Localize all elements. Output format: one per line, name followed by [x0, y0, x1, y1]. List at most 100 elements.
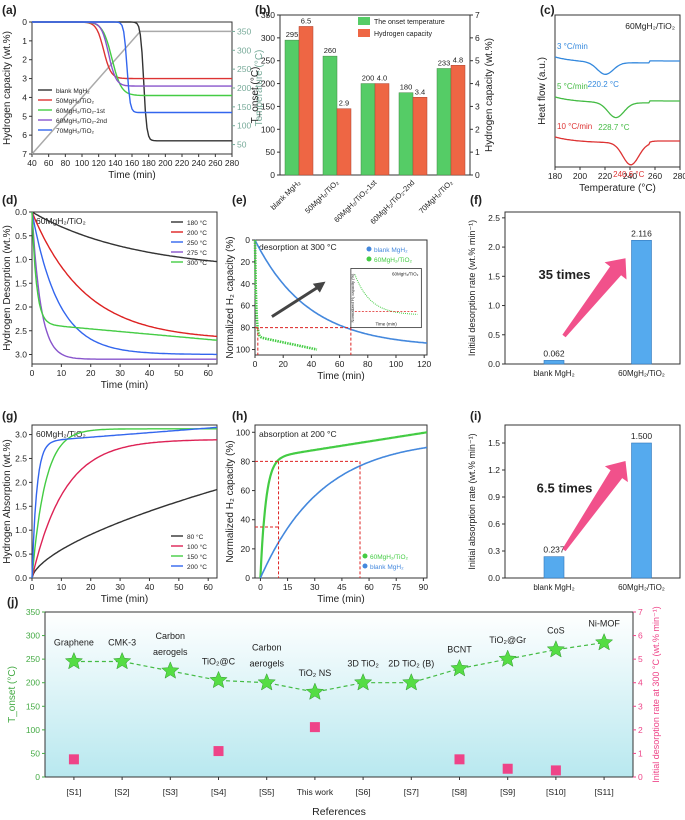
panel-e-ytick-label: 40	[241, 279, 251, 289]
panel-b-y2label: Hydrogen capacity (wt.%)	[484, 38, 495, 152]
panel-j-category-label: [S10]	[546, 787, 566, 797]
panel-j-material-label: aerogels	[249, 659, 284, 669]
panel-e-xtick-label: 40	[307, 359, 317, 369]
panel-b-legend-swatch	[358, 17, 370, 25]
panel-d-xlabel: Time (min)	[101, 380, 148, 391]
panel-j-star-marker	[546, 640, 566, 658]
panel-e-ytick-label: 0	[245, 235, 250, 245]
panel-j-category-label: [S5]	[259, 787, 274, 797]
panel-j-material-label: 2D TiO₂ (B)	[388, 659, 434, 669]
panel-a-y2tick-label: 250	[237, 64, 251, 74]
panel-j-ytick-label: 100	[26, 725, 40, 735]
panel-f-bar	[543, 360, 565, 365]
panel-label: (a)	[2, 3, 17, 17]
panel-b-ytick-label: 50	[266, 147, 276, 157]
panel-a-ytick-label: 1	[22, 36, 27, 46]
panel-e-inset-xlabel: Time (min)	[375, 322, 397, 327]
panel-e-frame	[254, 239, 428, 356]
panel-j-star-marker	[402, 673, 421, 691]
panel-a-xtick-label: 240	[192, 158, 206, 168]
panel-h-xtick-label: 75	[391, 582, 401, 592]
panel-b-bar-onset	[360, 83, 376, 176]
panel-a-xtick-label: 180	[142, 158, 156, 168]
panel-a-xtick-label: 280	[225, 158, 239, 168]
panel-a-y2tick-label: 150	[237, 102, 251, 112]
panel-a-series-line	[32, 21, 232, 80]
panel-f-category-label: 60MgH₂/TiO₂	[618, 369, 665, 378]
panel-d-ytick-label: 2.0	[15, 302, 27, 312]
panel-f-arrow	[562, 258, 627, 338]
panel-b-bar-label: 6.5	[301, 16, 311, 25]
panel-e-legend-label: blank MgH₂	[374, 247, 408, 254]
panel-j-ytick-label: 0	[35, 772, 40, 782]
panel-label: (j)	[7, 595, 18, 609]
panel-h-legend-label: 60MgH₂/TiO₂	[370, 554, 409, 561]
panel-b-bar-label: 2.9	[339, 99, 349, 108]
panel-i-ytick-label: 1.2	[488, 465, 500, 475]
panel-h-ytick-label: 60	[241, 486, 251, 496]
panel-j-category-label: [S11]	[594, 787, 613, 797]
panel-e-arrow-head	[312, 281, 326, 293]
panel-h-series-line	[259, 431, 428, 579]
panel-h-xlabel: Time (min)	[317, 594, 364, 605]
panel-c-xtick-label: 200	[573, 171, 587, 181]
panel-c-rate-label: 10 °C/min	[557, 122, 592, 131]
panel-e-inset-line	[354, 274, 418, 315]
panel-e-ytick-label: 20	[241, 257, 251, 267]
panel-i-ytick-label: 0.6	[488, 519, 500, 529]
panel-c-rate-label: 5 °C/min	[557, 82, 588, 91]
panel-j-y2tick-label: 1	[638, 748, 643, 758]
panel-e-ytick-label: 80	[241, 323, 251, 333]
panel-j-star-marker	[450, 658, 469, 677]
panel-h-legend-marker	[362, 553, 368, 559]
panel-d-series-line	[31, 211, 218, 263]
panel-j-material-label: BCNT	[447, 645, 472, 655]
panel-d-frame	[31, 211, 218, 365]
panel-h-legend-label: blank MgH₂	[370, 564, 404, 571]
panel-e-series-line	[254, 239, 428, 344]
panel-g-series-line	[31, 488, 218, 579]
panel-i-category-label: 60MgH₂/TiO₂	[618, 583, 665, 592]
panel-j-material-label: TiO₂@C	[202, 656, 236, 666]
panel-b-ytick-label: 150	[261, 101, 275, 111]
panel-f-ylabel: Initial desorption rate (wt.% min⁻¹)	[467, 220, 477, 356]
panel-g-series-line	[31, 426, 218, 579]
panel-d-series-line	[31, 211, 217, 360]
panel-d-xtick-label: 60	[203, 368, 213, 378]
panel-a-xtick-label: 60	[44, 158, 54, 168]
panel-j-star-marker	[594, 632, 614, 651]
panel-a-xtick-label: 140	[108, 158, 122, 168]
panel-label: (i)	[470, 409, 481, 423]
panel-a-xtick-label: 80	[61, 158, 71, 168]
panel-b-legend-label: The onset temperature	[374, 19, 445, 26]
panel-i-annotation: 6.5 times	[537, 480, 593, 495]
panel-label: (e)	[232, 193, 247, 207]
panel-b-y2tick-label: 3	[475, 101, 480, 111]
panel-e-xtick-label: 120	[417, 359, 431, 369]
panel-b-bar-onset	[322, 55, 338, 176]
panel-h-xtick-label: 0	[258, 582, 263, 592]
panel-b-y2tick-label: 5	[475, 56, 480, 66]
panel-j-material-label: Graphene	[54, 638, 94, 648]
panel-h-title: absorption at 200 °C	[259, 429, 337, 439]
panel-j-rate-marker	[550, 765, 561, 776]
panel-j-star-marker	[209, 670, 228, 689]
panel-j-category-label: [S6]	[356, 787, 371, 797]
panel-f-bar	[631, 239, 652, 365]
panel-label: (b)	[255, 3, 270, 17]
panel-c-series-line	[554, 136, 680, 166]
panel-g-xtick-label: 20	[86, 582, 96, 592]
panel-a-y2tick-label: 350	[237, 26, 251, 36]
panel-e-ytick-label: 60	[241, 301, 251, 311]
panel-d-series-line	[31, 211, 217, 356]
panel-e-series-line	[253, 239, 318, 351]
panel-d-xtick-label: 10	[57, 368, 67, 378]
panel-g-ylabel: Hydrogen Absorption (wt.%)	[2, 439, 13, 564]
panel-j-rate-marker	[309, 722, 320, 733]
panel-g-xlabel: Time (min)	[101, 594, 148, 605]
panel-d-series-line	[31, 211, 218, 338]
panel-g-ytick-label: 2.0	[15, 477, 27, 487]
panel-e-inset-frame	[350, 268, 422, 329]
panel-h-legend-marker	[362, 563, 368, 569]
panel-a-legend-label: 50MgH₂/TiO₂	[56, 98, 95, 105]
